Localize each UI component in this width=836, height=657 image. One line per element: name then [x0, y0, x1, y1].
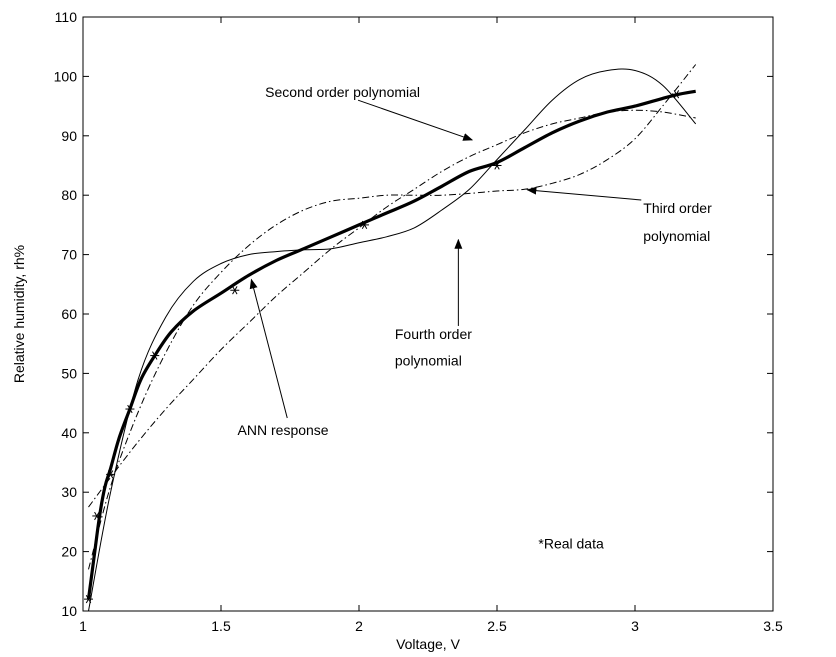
asterisk-stroke — [494, 161, 500, 170]
annotation-label: ANN response — [238, 422, 329, 438]
asterisk-stroke — [94, 511, 100, 521]
asterisk-stroke — [152, 351, 158, 360]
x-axis-ticks: 1 1.5 2 2.5 3 3.5 — [79, 17, 783, 634]
real-data-point — [492, 161, 502, 170]
x-tick-label: 1.5 — [211, 618, 231, 634]
series-line-second-order-polynomial — [88, 109, 696, 508]
real-data-point — [106, 470, 116, 479]
annotation-label: polynomial — [643, 228, 710, 244]
x-tick-label: 3.5 — [763, 618, 783, 634]
series-line-fourth-order-polynomial — [88, 68, 697, 612]
annotation-label: polynomial — [395, 353, 462, 369]
x-axis-label: Voltage, V — [396, 636, 460, 652]
y-axis-label: Relative humidity, rh% — [11, 245, 27, 383]
x-tick-label: 2.5 — [487, 618, 507, 634]
real-data-point — [360, 220, 370, 230]
asterisk-stroke — [361, 220, 368, 230]
annotations: Second order polynomial Third order polyno… — [238, 84, 713, 551]
annotation-arrow — [357, 99, 474, 141]
annotation-arrow — [249, 278, 288, 419]
asterisk-stroke — [85, 594, 92, 604]
y-tick-label: 110 — [55, 9, 78, 25]
y-tick-label: 90 — [61, 128, 77, 144]
y-tick-label: 70 — [61, 247, 77, 263]
annotation-label: *Real data — [538, 536, 604, 552]
series-line-ann-response — [86, 89, 696, 600]
y-tick-label: 50 — [61, 365, 77, 381]
y-tick-label: 20 — [61, 544, 77, 560]
real-data-point — [92, 511, 102, 521]
real-data-point — [84, 594, 94, 604]
y-tick-label: 40 — [61, 425, 77, 441]
y-tick-label: 30 — [61, 484, 77, 500]
annotation-arrow — [526, 186, 642, 201]
y-tick-label: 80 — [61, 187, 77, 203]
real-data-point — [125, 404, 135, 414]
asterisk-stroke — [127, 404, 133, 414]
y-tick-label: 10 — [61, 603, 77, 619]
y-tick-label: 60 — [61, 306, 77, 322]
annotation-label: Fourth order — [395, 326, 472, 342]
annotation-label: Second order polynomial — [265, 84, 420, 100]
real-data-point — [230, 286, 240, 295]
asterisk-stroke — [107, 470, 114, 479]
asterisk-stroke — [232, 286, 238, 295]
series-layer — [86, 64, 697, 612]
plot-area — [82, 16, 774, 612]
x-tick-label: 2 — [355, 618, 363, 634]
asterisk-stroke — [673, 90, 680, 99]
y-tick-label: 100 — [54, 68, 78, 84]
x-tick-label: 3 — [631, 618, 639, 634]
real-data-markers — [84, 90, 681, 604]
series-line-third-order-polynomial — [88, 64, 697, 570]
x-tick-label: 1 — [79, 618, 87, 634]
real-data-point — [671, 90, 681, 99]
y-axis-ticks: 10 20 30 40 50 60 70 80 90 100 110 — [54, 9, 773, 619]
annotation-label: Third order — [643, 200, 712, 216]
real-data-point — [150, 351, 160, 360]
